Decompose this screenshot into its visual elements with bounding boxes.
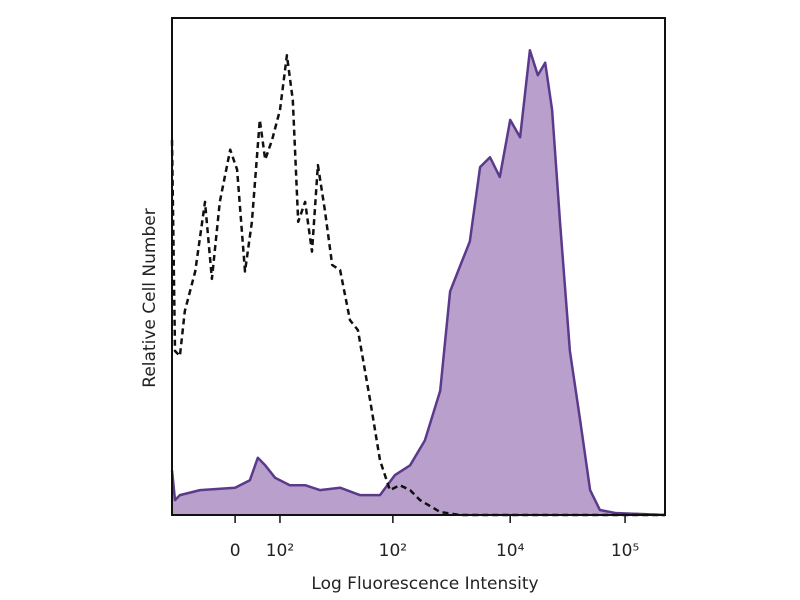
x-tick-label: 10² xyxy=(266,541,294,561)
x-tick-label: 10⁴ xyxy=(496,541,525,561)
histogram-area xyxy=(172,50,665,516)
histogram-line xyxy=(170,49,666,517)
y-axis-label: Relative Cell Number xyxy=(140,208,160,387)
x-tick-label: 0 xyxy=(230,541,241,561)
x-tick-label: 10⁵ xyxy=(611,541,639,561)
plot-frame xyxy=(171,17,666,516)
x-axis-label: Log Fluorescence Intensity xyxy=(311,574,538,594)
histogram-line xyxy=(170,54,665,517)
x-tick-label: 10² xyxy=(379,541,407,561)
